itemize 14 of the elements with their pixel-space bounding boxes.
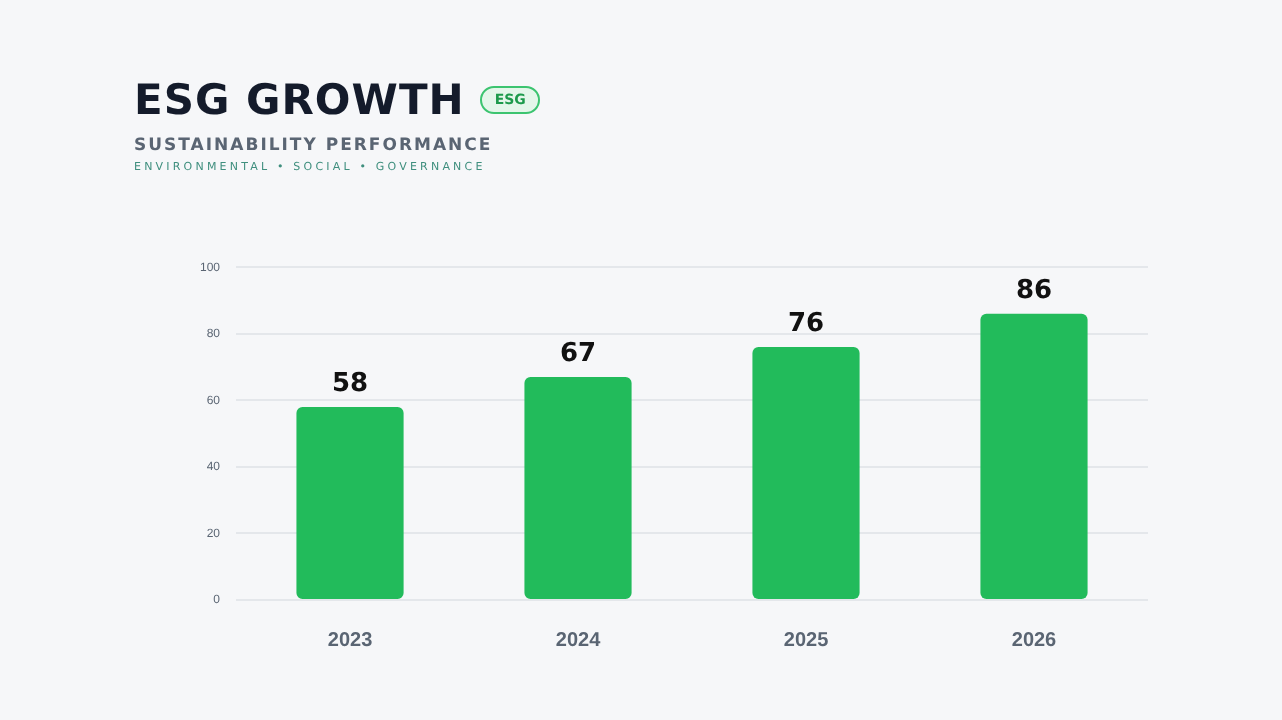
bar (752, 347, 860, 599)
bar (980, 313, 1088, 599)
data-label: 76 (787, 308, 825, 339)
x-tick-label: 2025 (783, 629, 830, 652)
data-label: 86 (1015, 275, 1053, 306)
bar (296, 406, 404, 599)
x-tick-label: 2024 (555, 629, 602, 652)
chart-title: ESG GROWTH (134, 76, 465, 124)
bar (524, 377, 632, 599)
data-label: 58 (331, 368, 369, 399)
x-tick-label: 2026 (1011, 629, 1058, 652)
chart-subtitle: SUSTAINABILITY PERFORMANCE (134, 136, 493, 156)
data-label: 67 (559, 338, 597, 369)
x-tick-label: 2023 (327, 629, 374, 652)
